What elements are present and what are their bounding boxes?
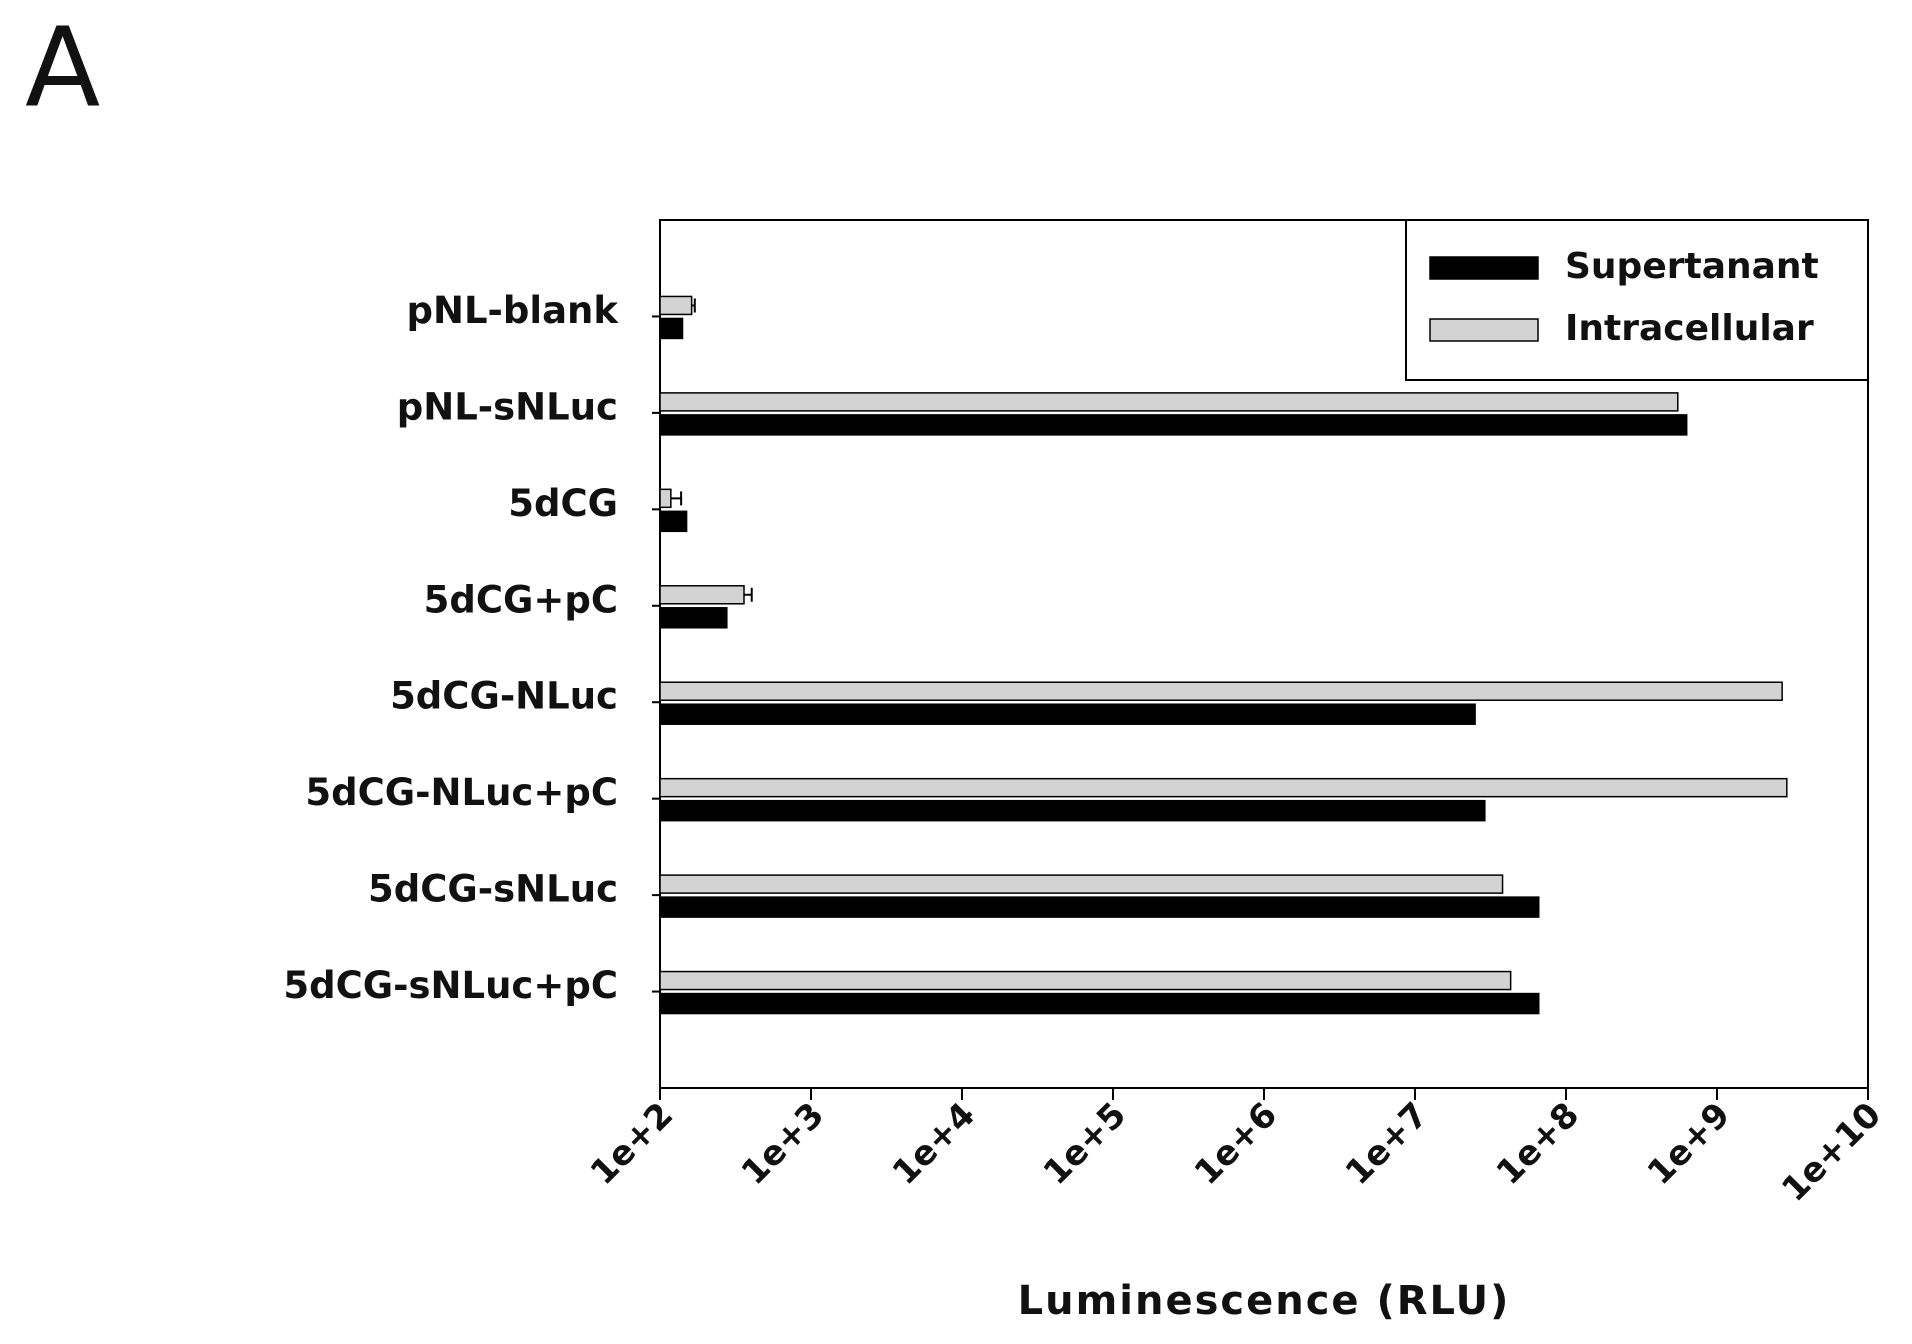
legend-label: Intracellular: [1565, 308, 1814, 349]
y-tick-label: pNL-blank: [407, 289, 620, 332]
bar: [659, 392, 1679, 412]
x-tick-label: 1e+6: [1187, 1095, 1285, 1193]
x-tick-label: 1e+4: [885, 1095, 983, 1193]
bar: [659, 896, 1540, 918]
bar: [659, 607, 728, 629]
x-tick-label: 1e+5: [1036, 1095, 1134, 1193]
x-tick-label: 1e+2: [583, 1095, 681, 1193]
x-tick-label: 1e+3: [734, 1095, 832, 1193]
bar: [659, 510, 688, 533]
legend-label: Supertanant: [1565, 246, 1819, 287]
error-bar: [691, 298, 696, 313]
x-axis-label: Luminescence (RLU): [1018, 1278, 1511, 1324]
x-tick-label: 1e+8: [1489, 1095, 1587, 1193]
bar: [659, 874, 1504, 894]
y-tick-label: 5dCG-sNLuc+pC: [283, 964, 618, 1007]
y-tick-label: pNL-sNLuc: [397, 385, 618, 428]
y-tick-label: 5dCG+pC: [424, 578, 618, 621]
y-tick-label: 5dCG-NLuc: [390, 675, 618, 718]
bar: [659, 777, 1788, 798]
y-tick-label: 5dCG-NLuc+pC: [305, 771, 618, 814]
bar: [659, 488, 672, 509]
y-tick-label: 5dCG: [508, 482, 618, 525]
bar: [659, 992, 1540, 1015]
error-bar: [670, 491, 683, 506]
y-tick-label: 5dCG-sNLuc: [368, 868, 618, 911]
error-bar: [744, 587, 753, 602]
bar: [659, 799, 1486, 822]
panel-label: A: [25, 3, 100, 131]
bar: [659, 970, 1512, 991]
legend-swatch: [1429, 318, 1539, 342]
legend-box: [1405, 219, 1869, 381]
x-tick-label: 1e+10: [1774, 1095, 1889, 1210]
legend-swatch: [1429, 256, 1539, 280]
bar: [659, 295, 693, 316]
x-tick-label: 1e+7: [1338, 1095, 1436, 1193]
bar: [659, 585, 745, 605]
x-tick-label: 1e+9: [1640, 1095, 1738, 1193]
bar: [659, 414, 1688, 436]
bar: [659, 317, 684, 340]
bar: [659, 703, 1476, 725]
bar: [659, 681, 1783, 701]
